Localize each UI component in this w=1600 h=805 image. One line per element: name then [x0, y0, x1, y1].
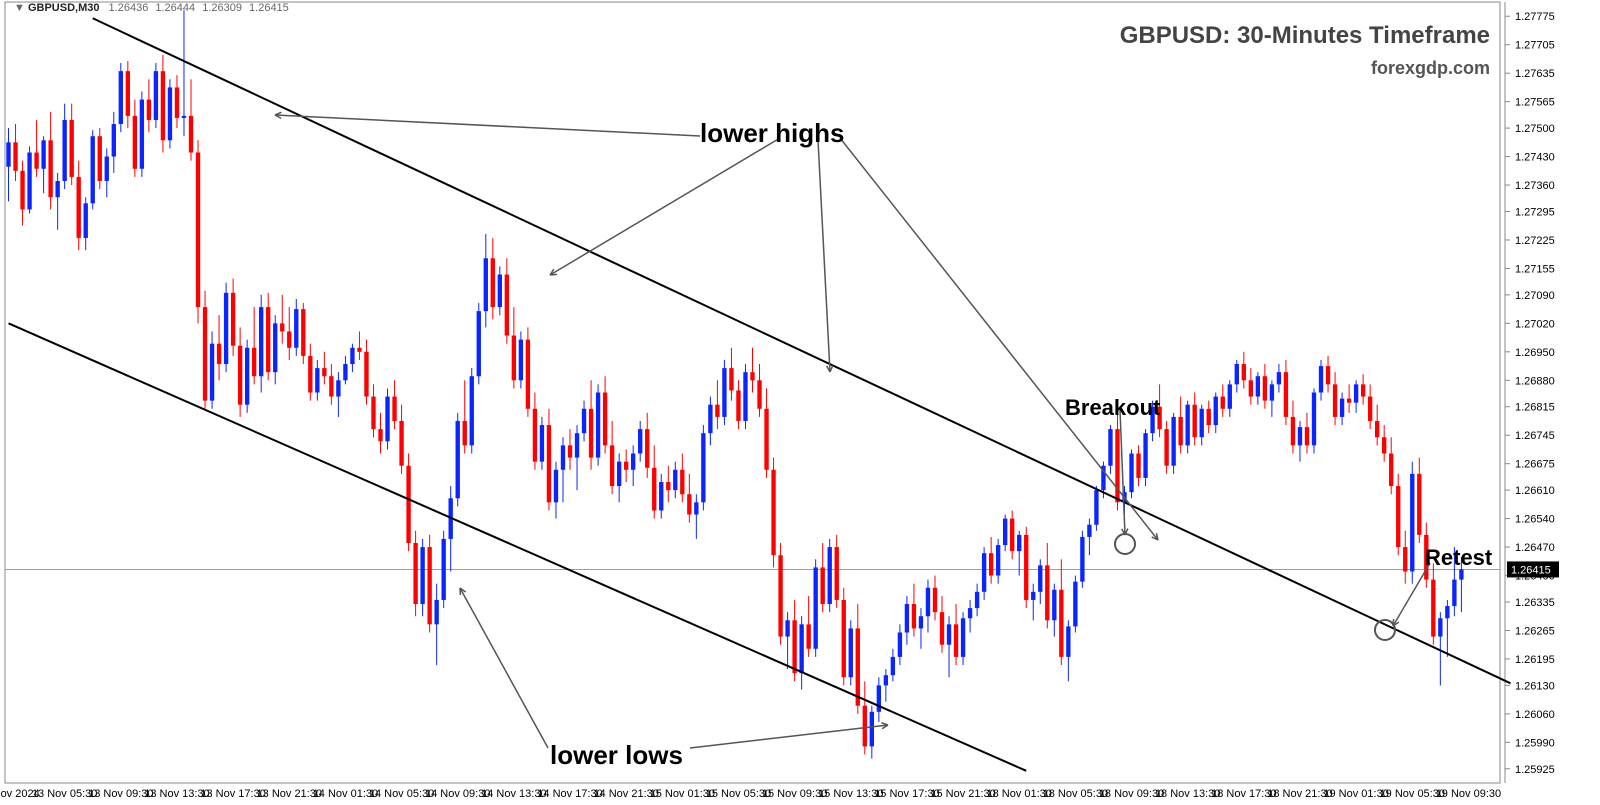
svg-text:1.27705: 1.27705 [1515, 40, 1555, 52]
svg-text:1.26265: 1.26265 [1515, 625, 1555, 637]
svg-text:1.26060: 1.26060 [1515, 709, 1555, 721]
annotation-Retest: Retest [1425, 545, 1492, 571]
svg-text:1.27155: 1.27155 [1515, 263, 1555, 275]
svg-text:1.26610: 1.26610 [1515, 485, 1555, 497]
svg-text:1.26950: 1.26950 [1515, 347, 1555, 359]
svg-text:1.27635: 1.27635 [1515, 68, 1555, 80]
svg-text:1.26815: 1.26815 [1515, 402, 1555, 414]
svg-text:1.25990: 1.25990 [1515, 737, 1555, 749]
svg-text:1.27360: 1.27360 [1515, 180, 1555, 192]
svg-text:1.26880: 1.26880 [1515, 375, 1555, 387]
svg-text:1.25925: 1.25925 [1515, 764, 1555, 776]
svg-text:1.26415: 1.26415 [1511, 564, 1551, 576]
svg-text:1.27775: 1.27775 [1515, 11, 1555, 23]
ohlc-o: 1.26436 [109, 2, 149, 14]
svg-text:1.26470: 1.26470 [1515, 542, 1555, 554]
ohlc-h: 1.26444 [155, 2, 195, 14]
ohlc-l: 1.26309 [202, 2, 242, 14]
svg-text:1.27090: 1.27090 [1515, 290, 1555, 302]
svg-text:1.27020: 1.27020 [1515, 318, 1555, 330]
ohlc-c: 1.26415 [249, 2, 289, 14]
svg-text:19 Nov 09:30: 19 Nov 09:30 [1436, 788, 1501, 800]
watermark: forexgdp.com [1371, 58, 1490, 79]
chart-title: GBPUSD: 30-Minutes Timeframe [1120, 22, 1490, 50]
svg-text:1.27500: 1.27500 [1515, 123, 1555, 135]
svg-text:1.27225: 1.27225 [1515, 235, 1555, 247]
svg-text:1.26745: 1.26745 [1515, 430, 1555, 442]
svg-text:1.27430: 1.27430 [1515, 152, 1555, 164]
svg-text:1.26540: 1.26540 [1515, 514, 1555, 526]
svg-text:1.27565: 1.27565 [1515, 97, 1555, 109]
symbol-label: GBPUSD,M30 [28, 2, 100, 14]
annotation-lower-lows: lower lows [550, 740, 683, 771]
svg-text:1.26130: 1.26130 [1515, 680, 1555, 692]
svg-text:1.27295: 1.27295 [1515, 206, 1555, 218]
ohlc-readout: ▼ GBPUSD,M30 1.26436 1.26444 1.26309 1.2… [14, 2, 289, 14]
annotation-lower-highs: lower highs [700, 118, 844, 149]
annotation-Breakout: Breakout [1065, 395, 1160, 421]
svg-text:1.26675: 1.26675 [1515, 459, 1555, 471]
svg-text:1.26335: 1.26335 [1515, 597, 1555, 609]
svg-text:1.26195: 1.26195 [1515, 654, 1555, 666]
